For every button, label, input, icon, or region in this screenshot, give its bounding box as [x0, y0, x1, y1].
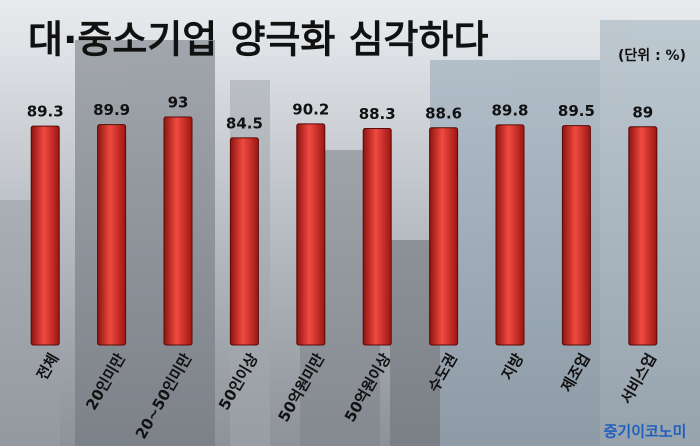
value-label: 93 [168, 94, 189, 112]
bar [561, 125, 591, 346]
bar [229, 137, 259, 346]
value-label: 89.5 [558, 102, 595, 120]
bar [362, 128, 392, 346]
value-label: 90.2 [292, 100, 329, 118]
source-watermark: 중기이코노미 [604, 423, 687, 441]
unit-label: (단위 : %) [618, 47, 686, 64]
value-label: 89.8 [491, 101, 528, 119]
bar [429, 127, 459, 346]
value-label: 88.6 [425, 104, 462, 122]
value-label: 89 [632, 103, 653, 121]
bar [628, 126, 658, 346]
bar [296, 123, 326, 346]
value-label: 89.3 [27, 103, 64, 121]
value-label: 89.9 [93, 101, 130, 119]
value-label: 84.5 [226, 114, 263, 132]
bar [97, 124, 127, 346]
chart-title: 대·중소기업 양극화 심각하다 [28, 18, 488, 62]
bar [495, 124, 525, 346]
bar [163, 116, 193, 346]
value-label: 88.3 [359, 105, 396, 123]
bar [30, 125, 60, 346]
